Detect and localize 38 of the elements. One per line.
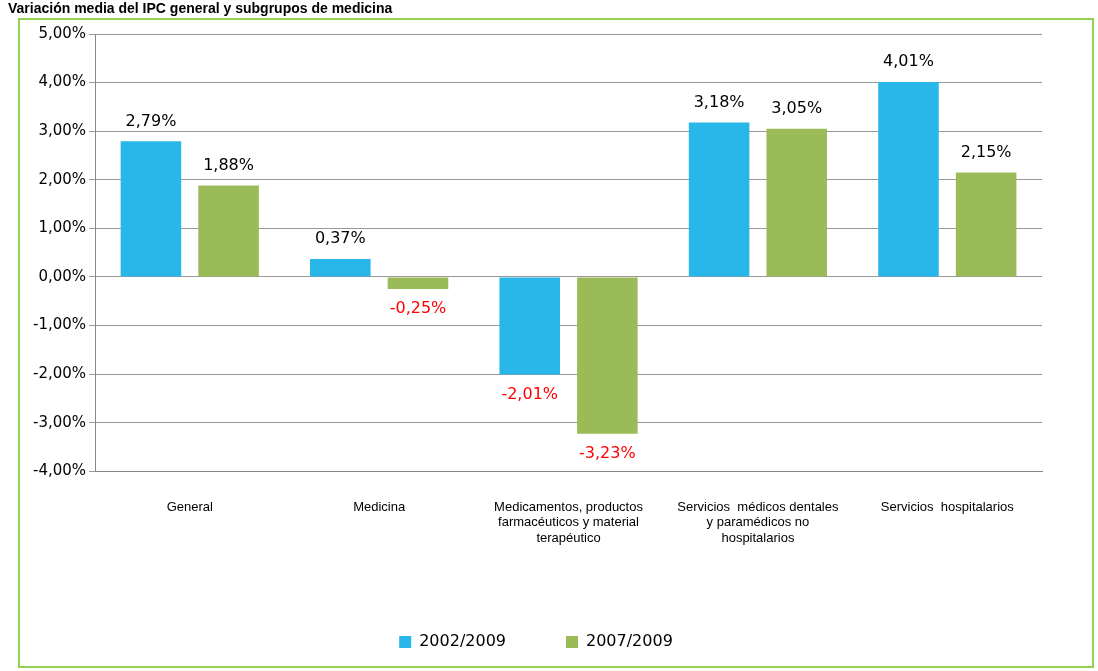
y-tick-label: 5,00%: [38, 23, 87, 42]
x-tick-label: Medicamentos, productos farmacéuticos y material terapéutico: [494, 498, 644, 545]
legend-label: 2007/2009: [586, 631, 673, 651]
bar: [766, 128, 828, 277]
chart-title: Variación media del IPC general y subgrupos de medicina: [8, 0, 393, 16]
y-tick-label: 1,00%: [38, 218, 87, 237]
data-label: 1,88%: [203, 154, 254, 174]
data-label: -0,25%: [389, 298, 447, 318]
legend-label: 2002/2009: [419, 631, 506, 651]
y-tick-label: 4,00%: [38, 72, 87, 91]
data-label: 2,15%: [960, 141, 1012, 161]
x-tick-label: Medicina: [353, 498, 406, 514]
bar: [310, 258, 371, 277]
y-tick-label: -3,00%: [32, 412, 87, 431]
y-tick-label: -2,00%: [32, 363, 87, 382]
bar: [878, 82, 939, 277]
y-tick-label: -4,00%: [32, 461, 87, 480]
x-tick-label: Servicios hospitalarios: [880, 498, 1015, 514]
data-label: -2,01%: [501, 383, 559, 403]
y-tick-label: -1,00%: [32, 315, 87, 334]
x-tick-label: Servicios médicos dentales y paramédicos no hospitalarios: [677, 498, 839, 545]
x-tick-label: General: [166, 498, 213, 514]
bar: [120, 141, 182, 277]
y-tick-label: 0,00%: [38, 266, 87, 285]
data-label: 3,18%: [693, 91, 745, 111]
bar: [387, 277, 449, 290]
data-label: 2,79%: [125, 110, 177, 130]
data-label: -3,23%: [579, 442, 636, 462]
y-tick-label: 2,00%: [38, 169, 87, 188]
y-tick-label: 3,00%: [38, 121, 87, 140]
bar: [198, 185, 259, 277]
bar: [955, 172, 1017, 277]
bar: [499, 277, 560, 375]
data-label: 0,37%: [314, 228, 366, 248]
data-label: 4,01%: [883, 51, 934, 71]
bar: [688, 122, 750, 277]
data-label: 3,05%: [771, 97, 823, 117]
bar: [577, 277, 638, 434]
